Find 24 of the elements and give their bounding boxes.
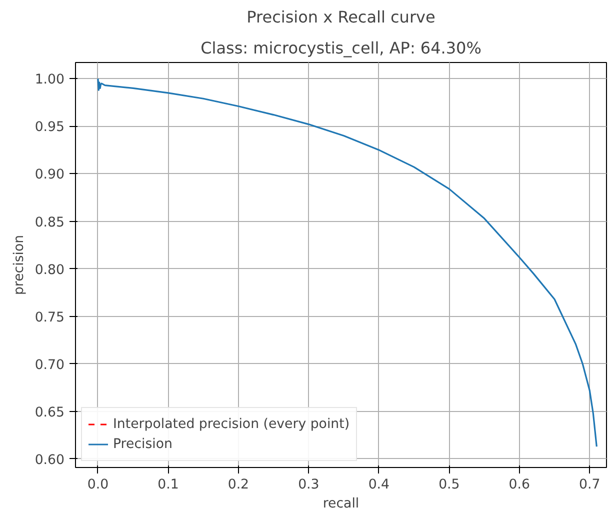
y-tick-label: 0.75 bbox=[34, 310, 65, 326]
x-tick-label: 0.1 bbox=[158, 478, 179, 492]
x-tick-label: 0.5 bbox=[438, 478, 460, 492]
y-tick-label: 0.65 bbox=[34, 405, 65, 420]
y-axis-title: precision bbox=[12, 234, 27, 296]
line-series bbox=[97, 78, 598, 448]
legend-label: Interpolated precision (every point) bbox=[113, 416, 350, 432]
x-axis-title: recall bbox=[322, 496, 360, 512]
y-tick-label: 0.85 bbox=[34, 215, 65, 230]
chart-subtitle: Class: microcystis_cell, AP: 64.30% bbox=[200, 38, 482, 58]
x-tick-label: 0.3 bbox=[298, 478, 320, 492]
y-tick-label: 0.90 bbox=[34, 168, 65, 183]
x-tick-label: 0.4 bbox=[368, 478, 390, 492]
legend-label: Precision bbox=[113, 436, 172, 452]
y-tick-label: 0.70 bbox=[34, 358, 65, 373]
chart-title: Precision x Recall curve bbox=[246, 8, 436, 26]
y-tick-label: 0.95 bbox=[34, 120, 65, 136]
x-tick-label: 0.0 bbox=[87, 478, 109, 492]
x-tick-label: 0.7 bbox=[579, 478, 600, 492]
y-tick-label: 0.60 bbox=[34, 452, 65, 468]
x-tick-label: 0.6 bbox=[508, 478, 530, 492]
y-tick-label: 0.80 bbox=[34, 262, 65, 278]
y-tick-label: 1.00 bbox=[34, 72, 65, 88]
x-tick-label: 0.2 bbox=[228, 478, 250, 492]
